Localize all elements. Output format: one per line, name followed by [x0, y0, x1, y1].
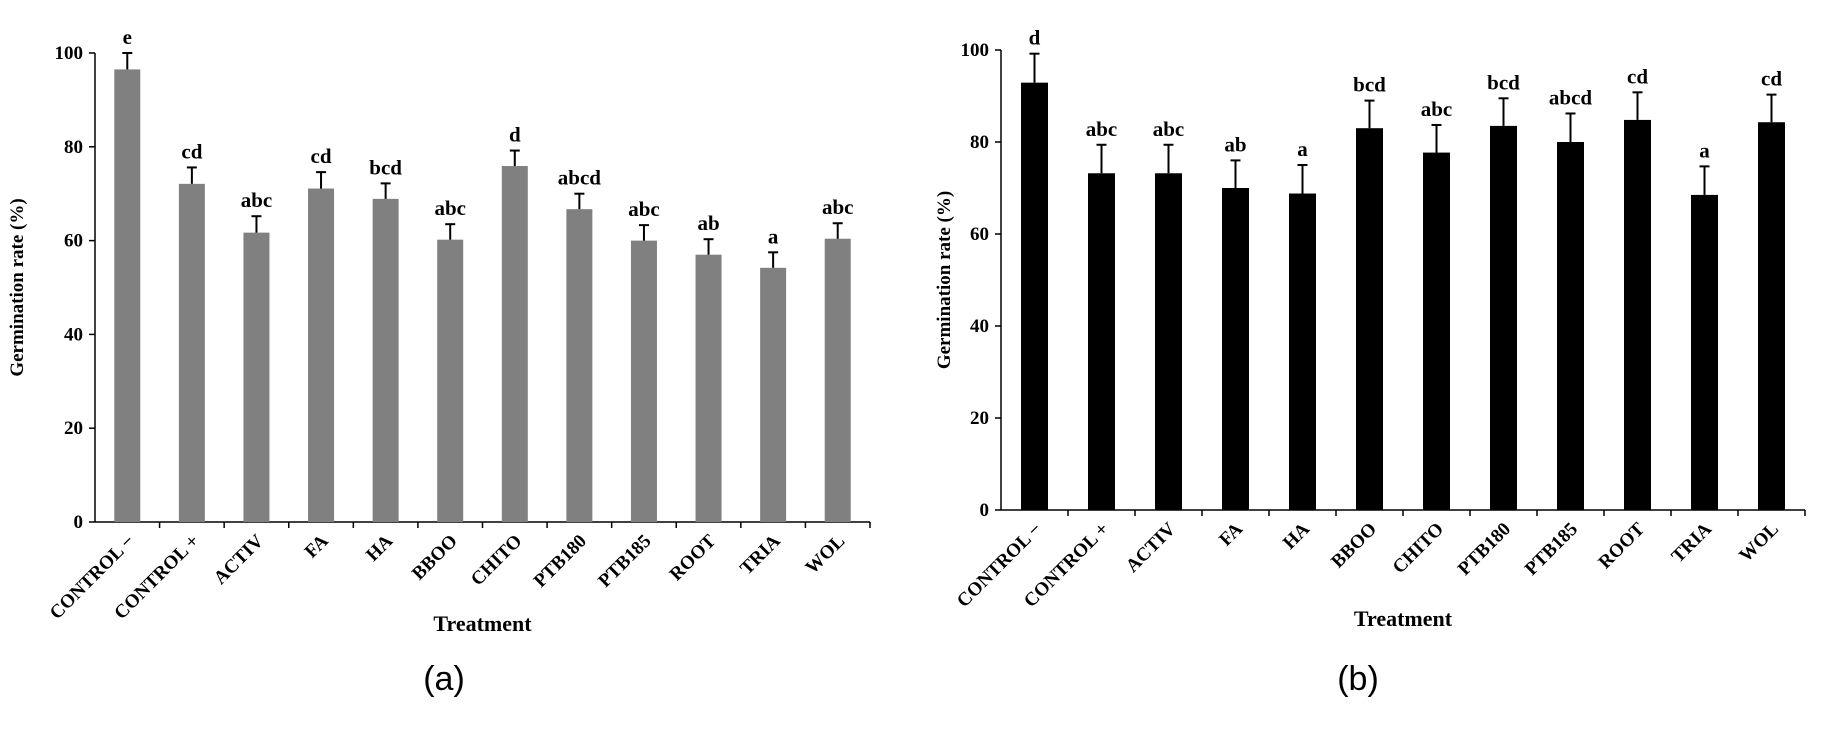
x-tick-label: BBOO — [408, 531, 462, 585]
x-tick-label: PTB185 — [1521, 519, 1582, 580]
significance-letter: abc — [628, 197, 660, 221]
y-tick-label: 60 — [64, 231, 83, 252]
y-tick-label: 100 — [961, 40, 990, 61]
x-tick-label: FA — [301, 530, 333, 562]
significance-letter: cd — [311, 144, 332, 168]
significance-letter: abcd — [1549, 85, 1593, 109]
significance-letter: d — [509, 123, 521, 147]
x-tick-label: PTB180 — [1454, 519, 1515, 580]
x-axis-title: Treatment — [433, 611, 532, 636]
bar — [1289, 193, 1316, 510]
bar — [308, 188, 335, 522]
x-tick-label: TRIA — [736, 530, 785, 579]
x-tick-label: WOL — [1735, 519, 1783, 567]
x-tick-label: WOL — [802, 531, 850, 579]
bar — [1624, 119, 1651, 511]
x-tick-label: TRIA — [1668, 518, 1717, 567]
bar — [437, 239, 464, 523]
x-tick-label: HA — [1279, 518, 1314, 553]
significance-letter: bcd — [1353, 73, 1386, 97]
x-tick-label: PTB185 — [594, 531, 655, 592]
x-tick-label: ACTIV — [210, 530, 268, 588]
significance-letter: abc — [1421, 97, 1453, 121]
bar — [1490, 125, 1517, 511]
y-tick-label: 40 — [970, 316, 989, 337]
x-tick-label: CHITO — [1389, 519, 1448, 578]
significance-letter: a — [768, 224, 779, 248]
y-tick-label: 20 — [970, 408, 989, 429]
y-tick-label: 60 — [970, 224, 989, 245]
y-tick-label: 80 — [64, 137, 83, 158]
significance-letter: e — [123, 25, 132, 49]
bar — [695, 254, 722, 523]
panel-label: (a) — [423, 660, 465, 698]
bar — [824, 238, 851, 522]
bar — [1758, 122, 1785, 510]
significance-letter: d — [1029, 26, 1041, 50]
significance-letter: abc — [241, 188, 273, 212]
significance-letter: abc — [1153, 117, 1185, 141]
significance-letter: ab — [1224, 132, 1246, 156]
y-axis-title: Germination rate (%) — [7, 198, 28, 376]
significance-letter: abcd — [558, 166, 602, 190]
bar — [1557, 142, 1584, 510]
y-tick-label: 40 — [64, 324, 83, 345]
x-axis-title: Treatment — [1354, 606, 1453, 631]
y-tick-label: 0 — [980, 500, 990, 521]
y-tick-label: 0 — [74, 512, 84, 533]
bar — [760, 267, 787, 522]
significance-letter: abc — [434, 196, 466, 220]
y-tick-label: 20 — [64, 418, 83, 439]
significance-letter: abc — [1086, 117, 1118, 141]
bar — [1088, 173, 1115, 510]
bar — [178, 183, 205, 522]
significance-letter: cd — [181, 139, 202, 163]
bar — [630, 240, 657, 522]
x-tick-label: ACTIV — [1122, 518, 1180, 576]
significance-letter: ab — [697, 211, 719, 235]
significance-letter: bcd — [1487, 70, 1520, 94]
x-tick-label: ROOT — [1595, 518, 1650, 573]
x-tick-label: ROOT — [666, 530, 721, 585]
significance-letter: a — [1297, 137, 1308, 161]
y-tick-label: 80 — [970, 132, 989, 153]
significance-letter: cd — [1627, 64, 1648, 88]
bar — [1423, 152, 1450, 510]
bar — [243, 232, 270, 522]
bar — [1356, 128, 1383, 510]
significance-letter: bcd — [369, 155, 402, 179]
y-axis-title: Germination rate (%) — [934, 191, 955, 369]
bar — [501, 166, 528, 523]
bar — [114, 69, 141, 522]
significance-letter: a — [1699, 138, 1710, 162]
y-tick-label: 100 — [55, 43, 84, 64]
bar — [1021, 82, 1048, 510]
x-tick-label: CHITO — [467, 531, 526, 590]
bar — [1691, 194, 1718, 510]
bar — [1222, 188, 1249, 510]
bar — [372, 198, 399, 522]
x-tick-label: PTB180 — [530, 531, 591, 592]
significance-letter: cd — [1761, 67, 1782, 91]
significance-letter: abc — [822, 195, 854, 219]
x-tick-label: HA — [362, 530, 397, 565]
bar — [1155, 173, 1182, 510]
panel-label: (b) — [1337, 660, 1379, 698]
x-tick-label: BBOO — [1327, 519, 1381, 573]
bar — [566, 209, 593, 522]
x-tick-label: FA — [1215, 518, 1247, 550]
